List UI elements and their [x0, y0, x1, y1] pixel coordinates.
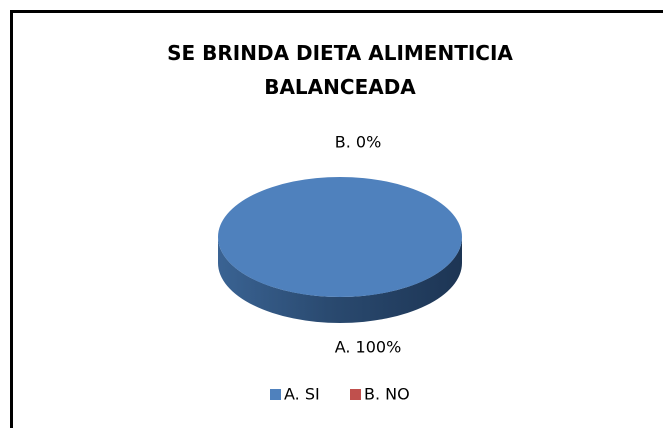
legend-label: B. NO	[364, 385, 410, 404]
data-label: A. 100%	[335, 338, 402, 357]
chart-title: SE BRINDA DIETA ALIMENTICIA BALANCEADA	[167, 41, 513, 99]
chart-frame	[10, 10, 663, 428]
legend-swatch	[350, 389, 361, 400]
legend-label: A. SI	[284, 385, 320, 404]
legend-swatch	[270, 389, 281, 400]
pie-slice-side	[218, 237, 462, 323]
data-label: B. 0%	[335, 133, 382, 152]
pie-slice	[218, 176, 463, 298]
